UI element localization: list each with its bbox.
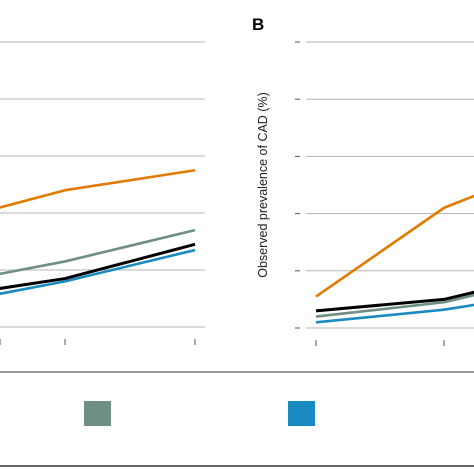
panel-a-line-blue [0, 248, 196, 296]
panel-b-y-axis-title: Observed prevalence of CAD (%) [256, 92, 270, 278]
legend-swatch-2 [288, 401, 315, 426]
panel-b-chart: B Observed prevalence of CAD (%) [252, 15, 474, 346]
panel-b-line-green [315, 293, 474, 318]
panel-b-label: B [252, 15, 264, 34]
legend-swatch-1 [84, 401, 111, 426]
panel-b-line-blue [315, 303, 474, 324]
panel-b-line-black [315, 290, 474, 313]
panel-a-line-black [0, 242, 196, 290]
panel-a-line-orange [0, 168, 196, 209]
legend [84, 401, 315, 426]
panel-a-line-green [0, 228, 196, 276]
panel-a-chart [0, 41, 205, 345]
panel-b-line-orange [315, 194, 474, 298]
